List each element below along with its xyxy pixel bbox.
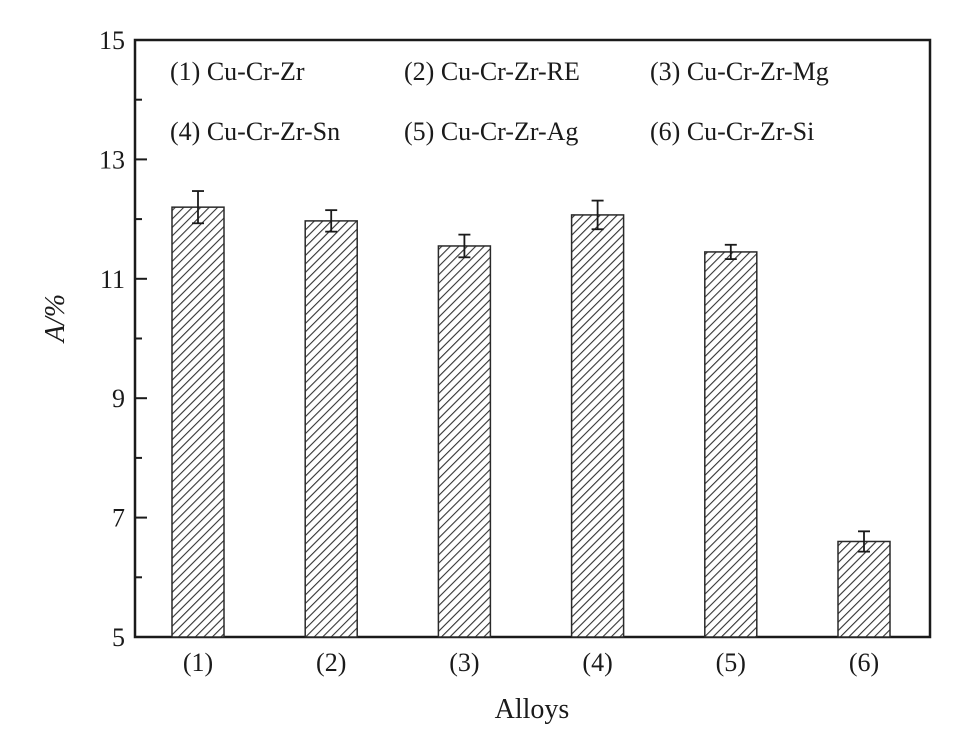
x-tick-label: (1) (183, 648, 213, 677)
legend-entry: (6) Cu-Cr-Zr-Si (650, 117, 814, 146)
x-axis-title: Alloys (495, 694, 570, 725)
bar (570, 214, 625, 638)
legend-entry: (2) Cu-Cr-Zr-RE (404, 57, 580, 86)
x-tick-label: (6) (849, 648, 879, 677)
x-tick-label: (2) (316, 648, 346, 677)
x-tick-label: (5) (716, 648, 746, 677)
y-axis: 5 7 9 11 13 15 (99, 26, 147, 652)
y-tick-label: 5 (112, 623, 125, 652)
bars (171, 190, 891, 638)
bar (704, 251, 758, 638)
y-tick-label: 11 (100, 265, 125, 294)
x-axis: (1) (2) (3) (4) (5) (6) (183, 627, 879, 677)
legend-entry: (4) Cu-Cr-Zr-Sn (170, 117, 340, 146)
x-tick-label: (3) (449, 648, 479, 677)
y-tick-label: 9 (112, 384, 125, 413)
y-tick-label: 13 (99, 145, 125, 174)
bar (837, 540, 891, 638)
legend: (1) Cu-Cr-Zr (2) Cu-Cr-Zr-RE (3) Cu-Cr-Zr-… (170, 57, 829, 146)
legend-entry: (1) Cu-Cr-Zr (170, 57, 305, 86)
y-tick-label: 7 (112, 504, 125, 533)
legend-entry: (5) Cu-Cr-Zr-Ag (404, 117, 578, 146)
bar (171, 206, 225, 638)
bar (304, 220, 358, 638)
legend-entry: (3) Cu-Cr-Zr-Mg (650, 57, 829, 86)
y-axis-title: A/% (40, 294, 71, 344)
bar (437, 245, 492, 638)
x-tick-label: (4) (582, 648, 612, 677)
y-tick-label: 15 (99, 26, 125, 55)
